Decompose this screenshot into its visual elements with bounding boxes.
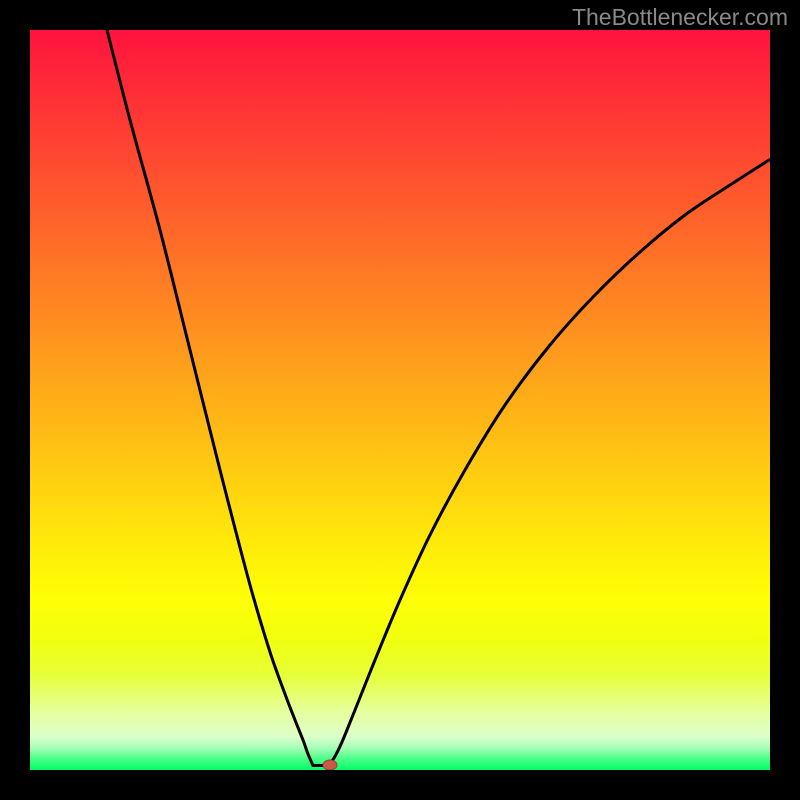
watermark-text: TheBottlenecker.com <box>572 4 788 31</box>
chart-container: TheBottlenecker.com <box>0 0 800 800</box>
gradient-background <box>30 30 770 770</box>
chart-svg <box>30 30 770 770</box>
optimum-marker <box>323 760 337 770</box>
plot-area <box>30 30 770 770</box>
